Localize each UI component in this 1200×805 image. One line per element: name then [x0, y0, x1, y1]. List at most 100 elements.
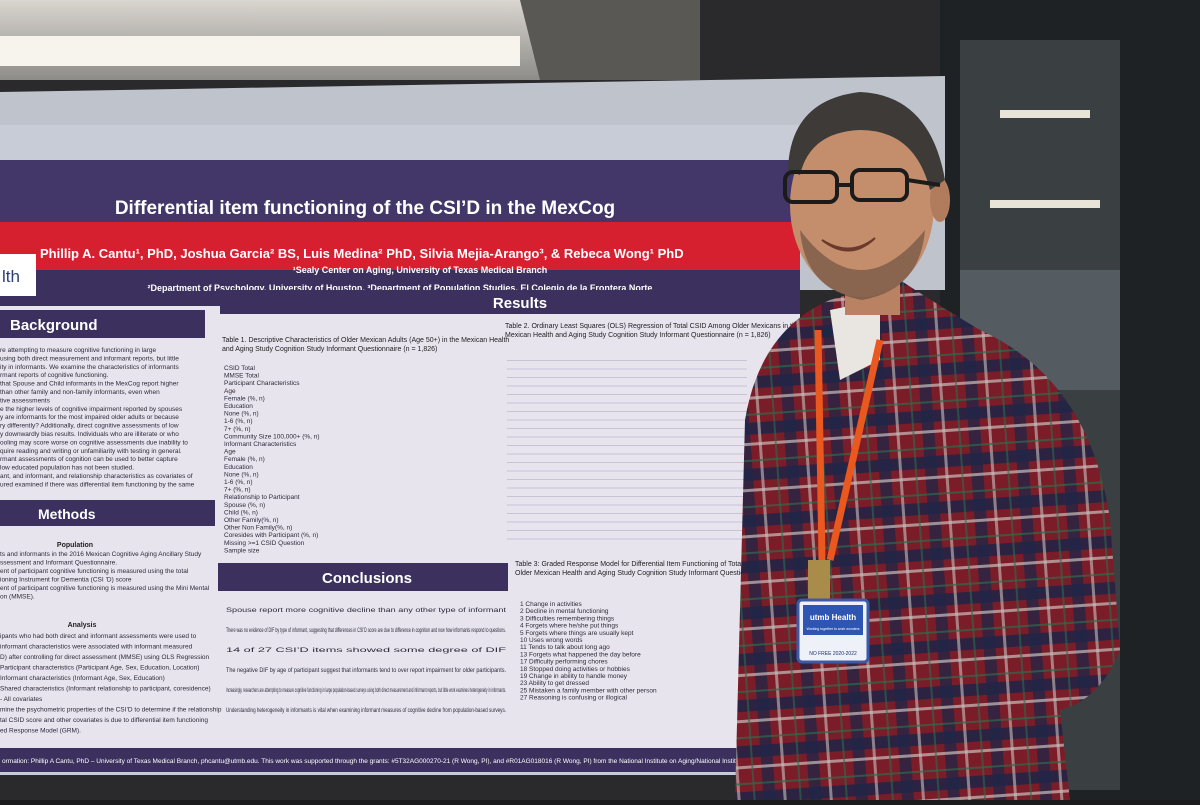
table-row: 2 Decline in mental functioning	[520, 608, 609, 615]
logo	[0, 254, 36, 296]
table-row: None (%, n)	[224, 471, 259, 478]
poster-footer: ormation: Phillip A Cantu, PhD – Univers…	[2, 758, 775, 765]
section-header	[220, 290, 800, 314]
title-band	[0, 160, 800, 222]
table-2-row	[507, 487, 747, 489]
text-line: ant, and informant, and relationship cha…	[0, 473, 193, 480]
table-row: Community Size 100,000+ (%, n)	[224, 433, 320, 440]
table-2-row	[507, 496, 747, 497]
table-row: 10 Uses wrong words	[520, 637, 583, 644]
text-line: tal CSID score and other covariates is d…	[0, 717, 208, 724]
table-caption: Table 1. Descriptive Characteristics of …	[222, 337, 509, 353]
poster-title: Differential item functioning of the CSI…	[115, 198, 615, 219]
table-row: 19 Change in ability to handle money	[520, 673, 628, 680]
badge-header	[803, 605, 863, 635]
badge-caption: NO FREE 2020-2022	[809, 651, 857, 657]
light-reflection	[1000, 110, 1090, 118]
text-line: mine the psychometric properties of the …	[0, 707, 222, 714]
glasses-arm	[906, 178, 941, 187]
footer-band	[0, 748, 800, 772]
text-line: ity in informants. We examine the charac…	[0, 364, 179, 371]
text-line: Participant characteristics (Participant…	[0, 665, 199, 672]
poster-authors: Phillip A. Cantu¹, PhD, Joshua Garcia² B…	[40, 246, 684, 261]
background-text: re attempting to measure cognitive funct…	[0, 347, 195, 488]
table-row: MMSE Total	[224, 373, 259, 380]
smile	[821, 237, 876, 252]
text-line: re attempting to measure cognitive funct…	[0, 347, 156, 354]
text-line: ts and informants in the 2016 Mexican Co…	[0, 551, 202, 558]
table-row: 4 Forgets where he/she put things	[520, 623, 619, 630]
text-line: y are informants for the most impaired o…	[0, 414, 179, 421]
table-row: Female (%, n)	[224, 395, 265, 402]
table-2-row	[507, 445, 747, 446]
table-row: CSID Total	[224, 365, 256, 372]
table-row: Sample size	[224, 547, 260, 554]
affiliation: ²Department of Psychology, University of…	[148, 283, 653, 293]
table-row: Education	[224, 403, 253, 410]
text-line: tive assessments	[0, 397, 51, 404]
table-row: 17 Difficulty performing chores	[520, 659, 608, 666]
table-2-row	[507, 428, 747, 429]
text-line: ooling may score worse on cognitive asse…	[0, 439, 188, 446]
text-line: ent of participant cognitive functioning…	[0, 568, 189, 575]
table-row: Participant Characteristics	[224, 380, 300, 387]
table-2-row	[507, 402, 747, 404]
table-2-row	[507, 453, 747, 455]
table-row: 18 Stopped doing activities or hobbies	[520, 666, 631, 673]
text-line: ured examined if there was differential …	[0, 481, 195, 488]
text-line: y downwardly bias results. Individuals w…	[0, 431, 179, 438]
methods-text: ts and informants in the 2016 Mexican Co…	[0, 551, 210, 601]
bullet: Increasingly, researchers are attempting…	[226, 687, 506, 694]
table-2-row	[507, 538, 747, 540]
undershirt	[830, 300, 880, 380]
table-row: Spouse (%, n)	[224, 502, 265, 509]
bullet: Understanding heterogeneity in informant…	[226, 707, 506, 714]
ceiling-shadow	[520, 0, 700, 80]
text-line: ent of participant cognitive functioning…	[0, 585, 210, 592]
person: utmb Health Working together to work won…	[735, 92, 1120, 800]
table-row: 1-6 (%, n)	[224, 418, 253, 425]
table-row: Informant Characteristics	[224, 441, 297, 448]
table-2-row	[507, 470, 747, 472]
table-2-row	[507, 504, 747, 506]
table-2-row	[507, 530, 747, 531]
plaid-shirt	[735, 280, 1120, 800]
table-row: 23 Ability to get dressed	[520, 680, 589, 687]
text-line: rmant reports of cognitive functioning.	[0, 372, 109, 379]
logo-text: lth	[2, 267, 20, 286]
table-row: 7+ (%, n)	[224, 487, 251, 494]
text-line: using both direct measurement and inform…	[0, 355, 179, 362]
table-2-row	[507, 377, 747, 378]
hair	[788, 92, 945, 190]
section-header	[218, 563, 508, 591]
table-row: None (%, n)	[224, 411, 259, 418]
table-2-row	[507, 411, 747, 412]
table-row: Education	[224, 464, 253, 471]
text-line: ssessment and Informant Questionnaire.	[0, 560, 117, 567]
section-heading: Conclusions	[322, 570, 412, 587]
text-line: e the higher levels of cognitive impairm…	[0, 406, 183, 413]
text-line: - All covariates	[0, 696, 43, 703]
section-heading: Background	[10, 317, 98, 334]
bullet: There was no evidence of DIF by type of …	[226, 627, 506, 634]
text-line: that Spouse and Child informants in the …	[0, 381, 179, 388]
table-row: Age	[224, 388, 236, 395]
badge-brand: utmb Health	[810, 613, 856, 622]
keys	[808, 560, 830, 600]
table-row: 27 Reasoning is confusing or illogical	[520, 695, 628, 702]
text-line: ioning Instrument for Dementia (CSI ’D) …	[0, 577, 132, 584]
conclusions-text: Spouse report more cognitive decline tha…	[226, 607, 506, 714]
bullet: Spouse report more cognitive decline tha…	[226, 607, 506, 614]
bullet: 14 of 27 CSI’D items showed some degree …	[226, 647, 506, 654]
text-line: ed Response Model (GRM).	[0, 728, 81, 735]
table-row: Age	[224, 449, 236, 456]
table-row: Female (%, n)	[224, 456, 265, 463]
table-2-row	[507, 462, 747, 463]
affiliation: ¹Sealy Center on Aging, University of Te…	[293, 265, 548, 275]
table-2-row	[507, 360, 747, 361]
table-2-row	[507, 419, 747, 421]
table-row: 11 Tends to talk about long ago	[520, 644, 610, 651]
